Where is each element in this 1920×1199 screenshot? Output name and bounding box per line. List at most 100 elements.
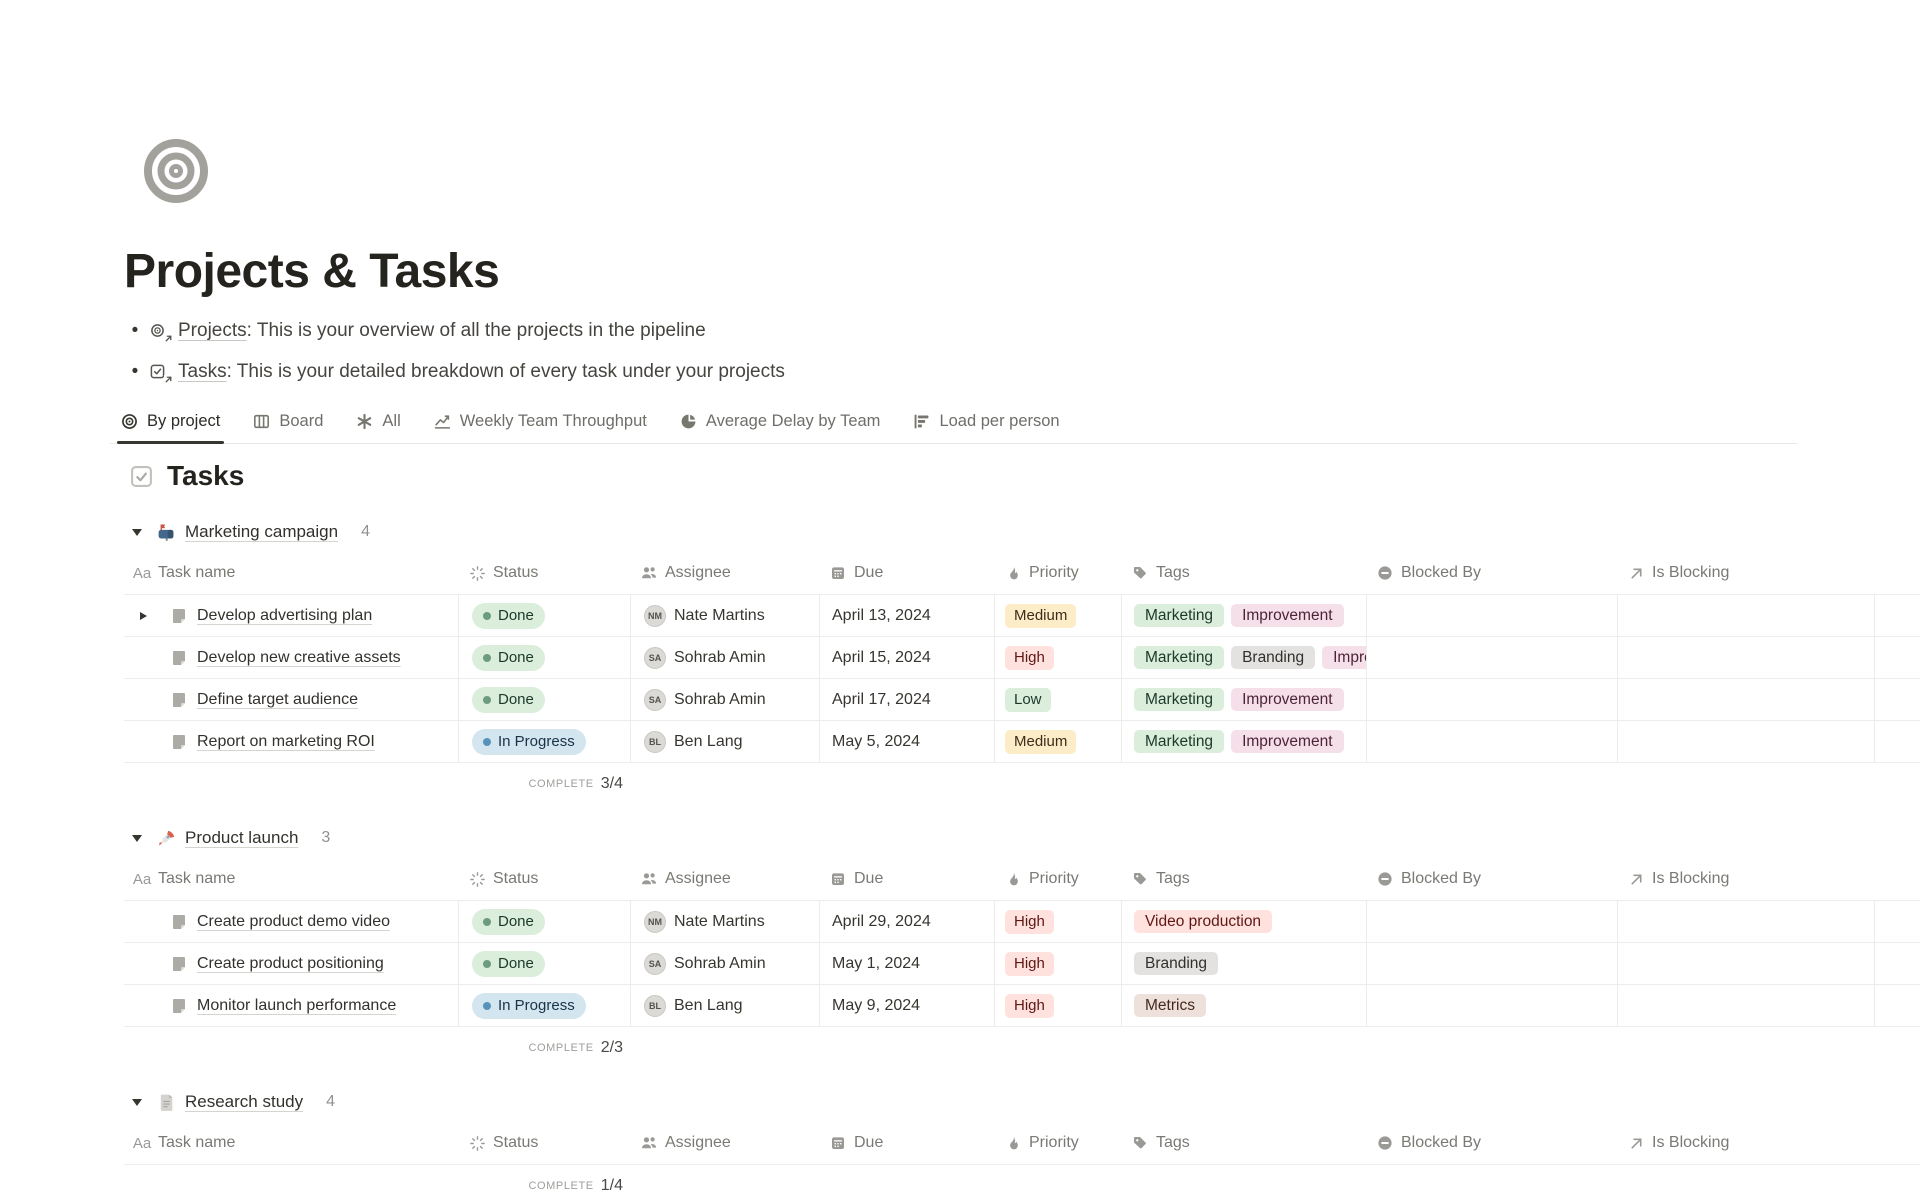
column-header-due[interactable]: Due [820, 552, 995, 594]
tab-all[interactable]: All [356, 399, 401, 444]
column-header-priority[interactable]: Priority [995, 1122, 1122, 1164]
is-blocking-cell[interactable] [1618, 595, 1875, 636]
task-name-cell[interactable]: Report on marketing ROI [124, 721, 459, 762]
due-cell[interactable]: April 17, 2024 [820, 679, 995, 720]
blocked-by-cell[interactable] [1367, 985, 1618, 1026]
column-header-priority[interactable]: Priority [995, 858, 1122, 900]
tasks-link[interactable]: Tasks [178, 360, 227, 382]
status-cell[interactable]: Done [459, 901, 631, 942]
column-header-tags[interactable]: Tags [1122, 858, 1367, 900]
due-cell[interactable]: May 1, 2024 [820, 943, 995, 984]
tags-cell[interactable]: Video production [1122, 901, 1367, 942]
assignee-cell[interactable]: SA Sohrab Amin [631, 943, 820, 984]
group-header[interactable]: Product launch 3 [0, 818, 1920, 858]
blocked-by-cell[interactable] [1367, 595, 1618, 636]
status-cell[interactable]: Done [459, 679, 631, 720]
task-title[interactable]: Create product positioning [197, 954, 384, 972]
task-name-cell[interactable]: Create product positioning [124, 943, 459, 984]
group-collapse-toggle-icon[interactable] [132, 528, 142, 536]
task-name-cell[interactable]: Monitor launch performance [124, 985, 459, 1026]
task-title[interactable]: Monitor launch performance [197, 996, 397, 1014]
tags-cell[interactable]: Metrics [1122, 985, 1367, 1026]
tab-weekly-team-throughput[interactable]: Weekly Team Throughput [434, 399, 647, 444]
column-header-priority[interactable]: Priority [995, 552, 1122, 594]
due-cell[interactable]: May 9, 2024 [820, 985, 995, 1026]
status-cell[interactable]: In Progress [459, 721, 631, 762]
task-title[interactable]: Report on marketing ROI [197, 732, 375, 750]
row-expand-toggle-icon[interactable] [140, 611, 147, 620]
assignee-cell[interactable]: SA Sohrab Amin [631, 637, 820, 678]
column-header-due[interactable]: Due [820, 1122, 995, 1164]
status-cell[interactable]: Done [459, 943, 631, 984]
status-cell[interactable]: Done [459, 595, 631, 636]
priority-cell[interactable]: High [995, 943, 1122, 984]
assignee-cell[interactable]: NM Nate Martins [631, 901, 820, 942]
due-cell[interactable]: May 5, 2024 [820, 721, 995, 762]
column-header-tags[interactable]: Tags [1122, 552, 1367, 594]
priority-cell[interactable]: Low [995, 679, 1122, 720]
column-header-task-name[interactable]: Aa Task name [132, 564, 236, 582]
tags-cell[interactable]: Marketing Improvement [1122, 721, 1367, 762]
tab-load-per-person[interactable]: Load per person [913, 399, 1060, 444]
group-complete-footer[interactable]: COMPLETE 3/4 [124, 763, 631, 805]
group-collapse-toggle-icon[interactable] [132, 834, 142, 842]
task-title[interactable]: Develop new creative assets [197, 648, 401, 666]
tags-cell[interactable]: Marketing Improvement [1122, 595, 1367, 636]
group-collapse-toggle-icon[interactable] [132, 1098, 142, 1106]
tab-by-project[interactable]: By project [116, 399, 225, 444]
column-header-tags[interactable]: Tags [1122, 1122, 1367, 1164]
column-header-is-blocking[interactable]: Is Blocking [1618, 1122, 1875, 1164]
projects-link[interactable]: Projects [178, 319, 247, 341]
tags-cell[interactable]: Marketing Improvement [1122, 679, 1367, 720]
is-blocking-cell[interactable] [1618, 985, 1875, 1026]
priority-cell[interactable]: High [995, 637, 1122, 678]
assignee-cell[interactable]: SA Sohrab Amin [631, 679, 820, 720]
task-title[interactable]: Create product demo video [197, 912, 390, 930]
is-blocking-cell[interactable] [1618, 943, 1875, 984]
due-cell[interactable]: April 29, 2024 [820, 901, 995, 942]
tab-average-delay-by-team[interactable]: Average Delay by Team [680, 399, 880, 444]
column-header-assignee[interactable]: Assignee [631, 858, 820, 900]
status-cell[interactable]: Done [459, 637, 631, 678]
priority-cell[interactable]: High [995, 985, 1122, 1026]
is-blocking-cell[interactable] [1618, 901, 1875, 942]
column-header-blocked-by[interactable]: Blocked By [1367, 552, 1618, 594]
priority-cell[interactable]: High [995, 901, 1122, 942]
task-name-cell[interactable]: Develop new creative assets [124, 637, 459, 678]
group-name[interactable]: Marketing campaign [185, 522, 339, 541]
column-header-status[interactable]: Status [459, 552, 631, 594]
task-name-cell[interactable]: Define target audience [124, 679, 459, 720]
task-title[interactable]: Develop advertising plan [197, 606, 373, 624]
blocked-by-cell[interactable] [1367, 721, 1618, 762]
due-cell[interactable]: April 15, 2024 [820, 637, 995, 678]
column-header-is-blocking[interactable]: Is Blocking [1618, 858, 1875, 900]
group-name[interactable]: Research study [185, 1092, 304, 1111]
assignee-cell[interactable]: NM Nate Martins [631, 595, 820, 636]
column-header-assignee[interactable]: Assignee [631, 552, 820, 594]
group-name[interactable]: Product launch [185, 828, 299, 847]
group-header[interactable]: Research study 4 [0, 1082, 1920, 1122]
group-complete-footer[interactable]: COMPLETE 1/4 [124, 1165, 631, 1199]
assignee-cell[interactable]: BL Ben Lang [631, 985, 820, 1026]
tags-cell[interactable]: Branding [1122, 943, 1367, 984]
page-bullseye-icon[interactable] [143, 138, 209, 204]
tab-board[interactable]: Board [253, 399, 323, 444]
task-title[interactable]: Define target audience [197, 690, 358, 708]
column-header-blocked-by[interactable]: Blocked By [1367, 858, 1618, 900]
blocked-by-cell[interactable] [1367, 901, 1618, 942]
column-header-blocked-by[interactable]: Blocked By [1367, 1122, 1618, 1164]
tags-cell[interactable]: Marketing Branding Improvement [1122, 637, 1367, 678]
status-cell[interactable]: In Progress [459, 985, 631, 1026]
column-header-assignee[interactable]: Assignee [631, 1122, 820, 1164]
column-header-is-blocking[interactable]: Is Blocking [1618, 552, 1875, 594]
column-header-status[interactable]: Status [459, 1122, 631, 1164]
assignee-cell[interactable]: BL Ben Lang [631, 721, 820, 762]
group-complete-footer[interactable]: COMPLETE 2/3 [124, 1027, 631, 1069]
is-blocking-cell[interactable] [1618, 637, 1875, 678]
blocked-by-cell[interactable] [1367, 637, 1618, 678]
is-blocking-cell[interactable] [1618, 679, 1875, 720]
column-header-status[interactable]: Status [459, 858, 631, 900]
priority-cell[interactable]: Medium [995, 595, 1122, 636]
group-header[interactable]: Marketing campaign 4 [0, 512, 1920, 552]
column-header-task-name[interactable]: Aa Task name [132, 870, 236, 888]
